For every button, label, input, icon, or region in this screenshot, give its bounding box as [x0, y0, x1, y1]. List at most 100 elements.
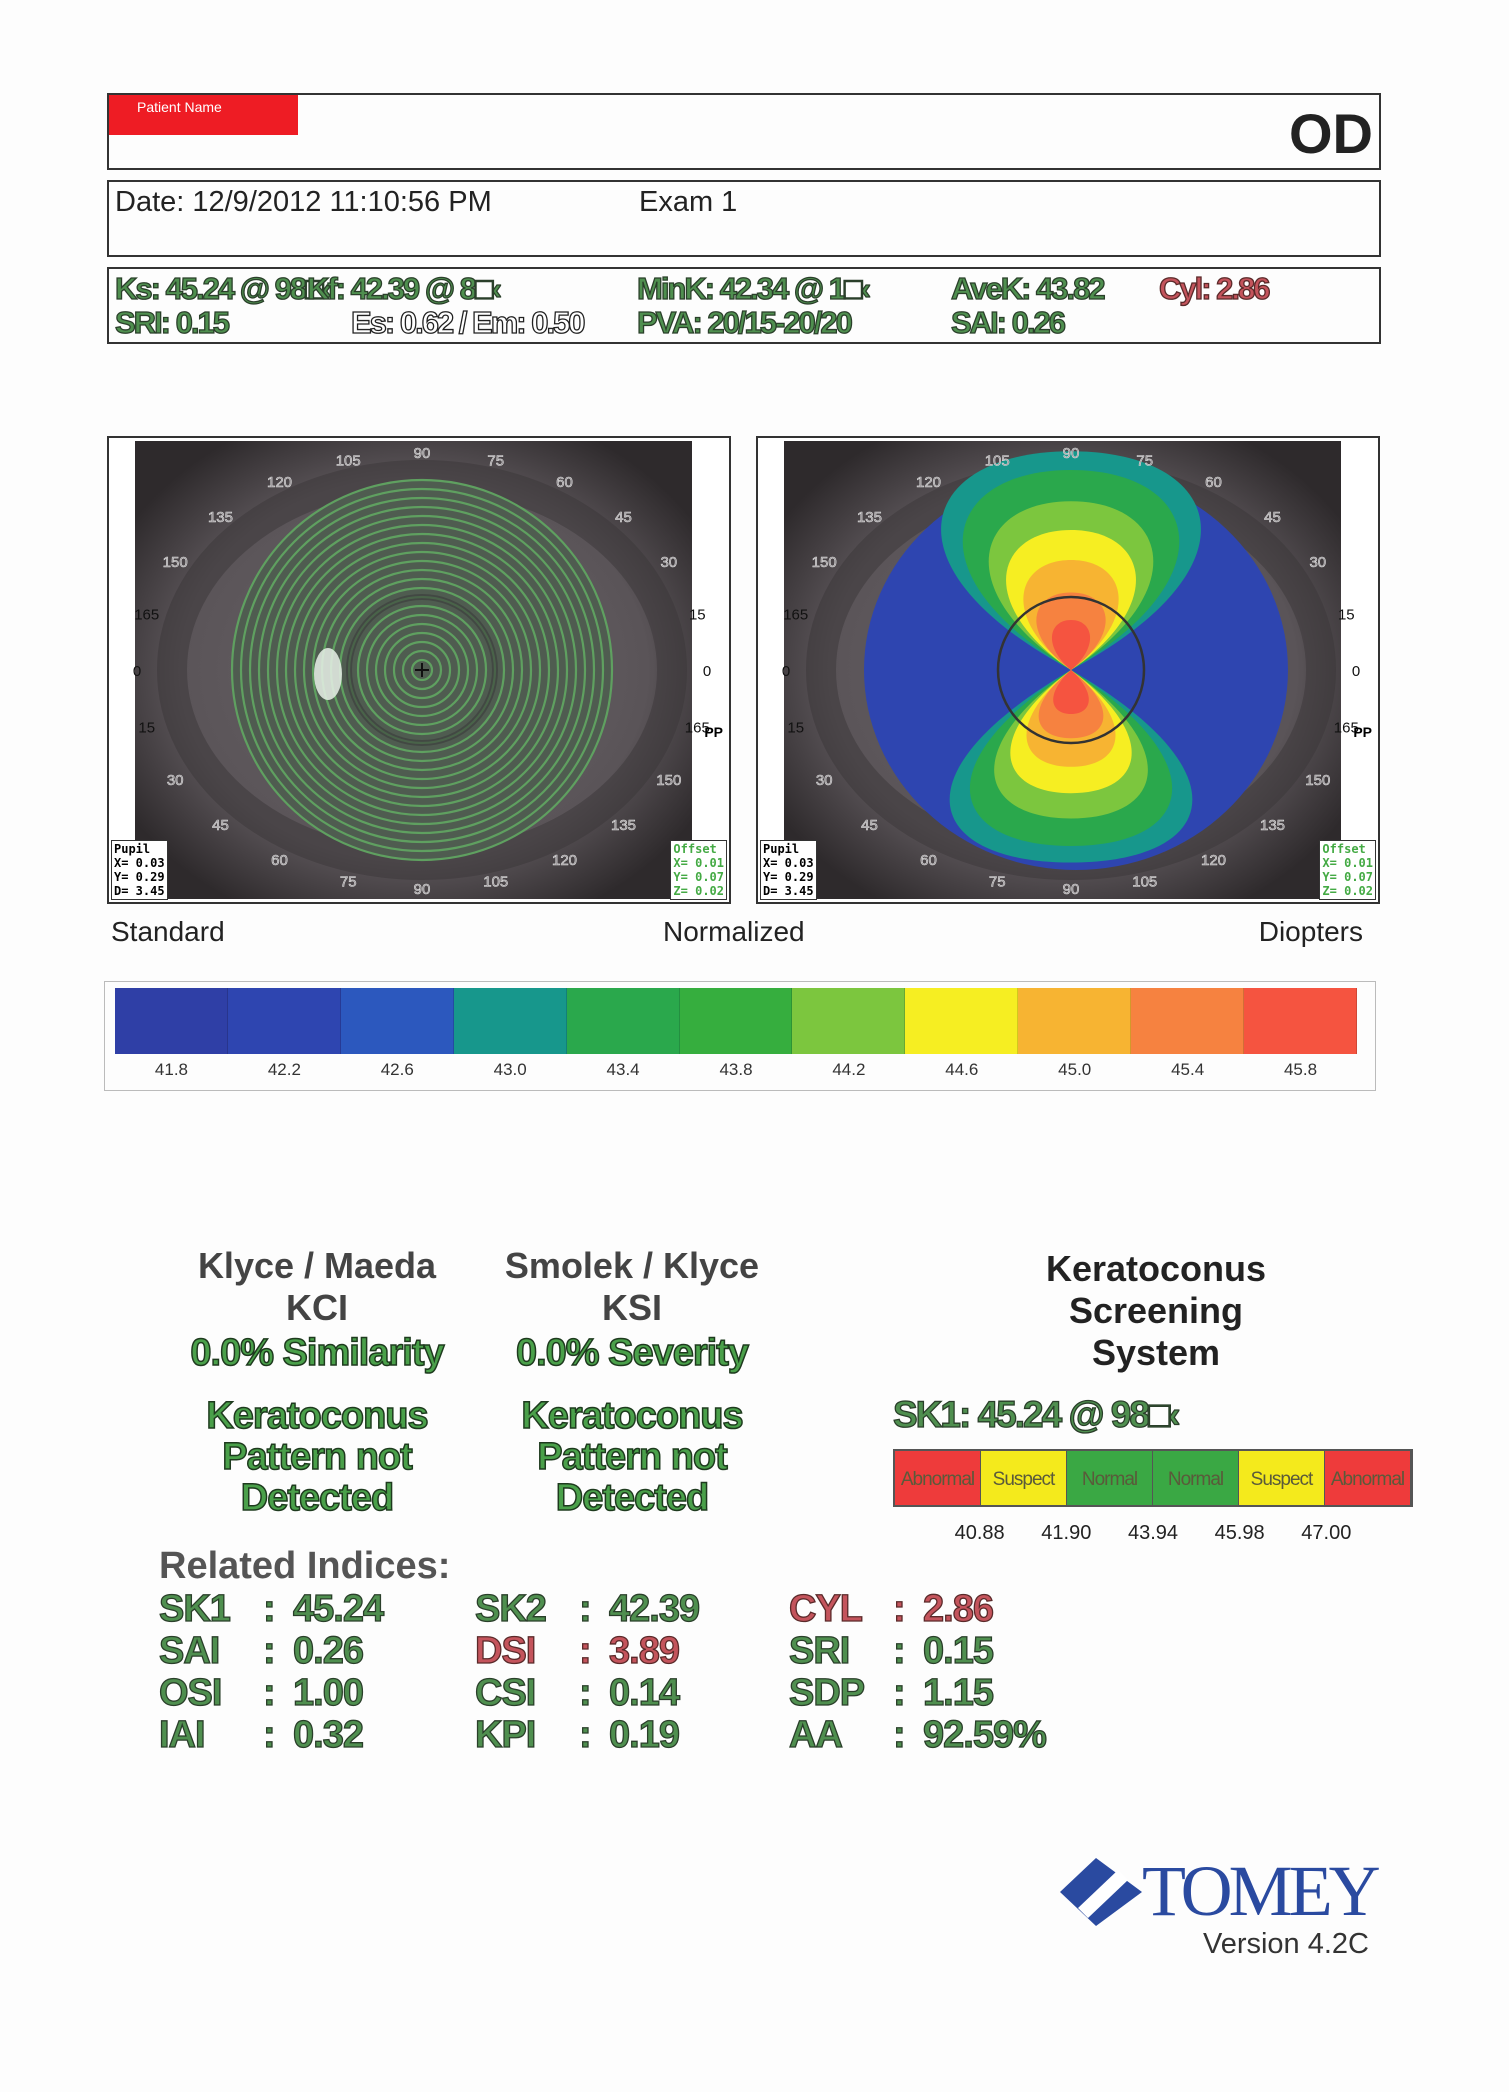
axis-degree-label: 120	[1201, 852, 1226, 869]
axis-degree-label: 15	[1338, 607, 1355, 624]
axis-degree-label: 60	[920, 852, 937, 869]
version-label: Version 4.2C	[1202, 1928, 1369, 1960]
color-scale: 41.8 42.2 42.6 43.0 43.4 43.8 44.2 44.6 45.0 45.4…	[104, 981, 1376, 1091]
index-name-iai: IAI	[158, 1713, 206, 1756]
axis-degree-label: 45	[1264, 509, 1281, 526]
kss-title-line: Keratoconus	[1045, 1248, 1267, 1289]
axis-degree-label: 15	[138, 719, 155, 736]
ksi-title: Smolek / Klyce	[504, 1245, 760, 1286]
kss-scale-bar: Abnormal Suspect Normal Normal Suspect Abnorm…	[893, 1449, 1413, 1507]
standard-title: Standard	[111, 916, 225, 947]
index-colon: :	[262, 1671, 276, 1714]
color-scale-label: 43.8	[719, 1060, 753, 1079]
axis-degree-label: 45	[212, 817, 229, 834]
axis-degree-label: 75	[989, 874, 1006, 891]
exam-date: Date: 12/9/2012 11:10:56 PM	[115, 186, 492, 218]
index-value-osi: 1.00	[292, 1671, 364, 1714]
index-colon: :	[578, 1587, 592, 1630]
axis-degree-label: 30	[167, 772, 184, 789]
index-name-dsi: DSI	[474, 1629, 537, 1672]
axis-degree-label: 120	[552, 852, 577, 869]
index-name-osi: OSI	[158, 1671, 223, 1714]
color-swatch	[340, 988, 454, 1054]
es-em-value: Es: 0.62 / Em: 0.50	[350, 304, 586, 340]
index-name-csi: CSI	[474, 1671, 537, 1714]
exam-number: Exam 1	[639, 186, 738, 218]
axis-degree-label: 90	[1063, 881, 1080, 898]
ksi-pattern-line: Keratoconus	[521, 1395, 745, 1438]
axis-degree-label: 165	[783, 607, 808, 624]
pupil-d: D= 3.45	[763, 884, 814, 898]
index-colon: :	[578, 1629, 592, 1672]
cyl-value: Cyl: 2.86	[1158, 270, 1271, 306]
color-swatch	[227, 988, 341, 1054]
axis-degree-label: 15	[787, 719, 804, 736]
index-value-sk2: 42.39	[608, 1587, 700, 1630]
offset-y: Y= 0.07	[673, 870, 724, 884]
axis-degree-label: 15	[689, 607, 706, 624]
index-value-sai: 0.26	[292, 1629, 364, 1672]
color-swatch	[1244, 988, 1357, 1054]
patient-name-label: Patient Name	[109, 95, 298, 135]
index-colon: :	[892, 1713, 906, 1756]
index-value-dsi: 3.89	[608, 1629, 680, 1672]
pupil-d: D= 3.45	[114, 884, 165, 898]
index-colon: :	[892, 1671, 906, 1714]
kss-thresholds: 40.88 41.90 43.94 45.98 47.00	[893, 1522, 1413, 1548]
index-name-sai: SAI	[158, 1629, 221, 1672]
mink-value: MinK: 42.34 @ 1□‹	[636, 270, 871, 306]
exam-info: Date: 12/9/2012 11:10:56 PM Exam 1	[107, 180, 1381, 257]
index-value-sk1: 45.24	[292, 1587, 384, 1630]
axis-degree-label: 135	[208, 509, 233, 526]
axis-degree-label: 30	[816, 772, 833, 789]
color-swatch	[905, 988, 1019, 1054]
axis-degree-label: 120	[267, 474, 292, 491]
axis-degree-label: 60	[556, 474, 573, 491]
kss-threshold: 47.00	[1301, 1522, 1352, 1544]
kss-threshold: 40.88	[954, 1522, 1005, 1544]
axis-degree-label: 165	[685, 719, 710, 736]
diopter-map-panel[interactable]: 0 15 30 45 60 75 90 105 120 135 150 165 0 15 30 45 60 75 9…	[756, 436, 1380, 904]
axis-degree-label: 90	[1063, 445, 1080, 462]
normalized-title: Normalized	[663, 916, 805, 947]
index-colon: :	[262, 1629, 276, 1672]
pupil-x: X= 0.03	[114, 856, 165, 870]
color-scale-label: 44.2	[832, 1060, 866, 1079]
color-scale-label: 45.4	[1171, 1060, 1205, 1079]
ksi-result: 0.0% Severity	[515, 1332, 750, 1375]
avek-value: AveK: 43.82	[950, 270, 1106, 306]
offset-z: Z= 0.02	[1322, 884, 1373, 898]
offset-info: Offset X= 0.01 Y= 0.07 Z= 0.02	[670, 840, 727, 900]
index-name-sdp: SDP	[788, 1671, 865, 1714]
ksi-pattern-line: Pattern not	[536, 1436, 728, 1479]
offset-label: Offset	[1322, 842, 1366, 856]
pupil-x: X= 0.03	[763, 856, 814, 870]
standard-map-panel[interactable]: 0 15 30 45 60 75 90 105 120 135 150 165 0 15 30 45 60 75 9…	[107, 436, 731, 904]
offset-label: Offset	[673, 842, 717, 856]
axis-degree-label: 120	[916, 474, 941, 491]
index-value-kpi: 0.19	[608, 1713, 680, 1756]
kci-result: 0.0% Similarity	[190, 1332, 446, 1375]
color-swatch	[566, 988, 680, 1054]
offset-info: Offset X= 0.01 Y= 0.07 Z= 0.02	[1319, 840, 1376, 900]
pupil-info: Pupil X= 0.03 Y= 0.29 D= 3.45	[760, 840, 817, 900]
axis-degree-label: 135	[611, 817, 636, 834]
axis-degree-label: 0	[133, 663, 141, 680]
index-name-aa: AA	[788, 1713, 843, 1756]
axis-degree-label: 150	[163, 554, 188, 571]
placido-ring-image: 0 15 30 45 60 75 90 105 120 135 150 165 0 15 30 45 60 75 9…	[133, 441, 711, 899]
color-swatch	[1131, 988, 1245, 1054]
color-scale-label: 45.0	[1058, 1060, 1092, 1079]
eye-label: OD	[1289, 102, 1373, 165]
index-colon: :	[578, 1671, 592, 1714]
index-value-sri: 0.15	[922, 1629, 994, 1672]
kci-pattern-line: Keratoconus	[206, 1395, 430, 1438]
kci-subtitle: KCI	[286, 1287, 348, 1328]
color-swatch	[679, 988, 793, 1054]
pva-value: PVA: 20/15-20/20	[636, 304, 853, 340]
pupil-y: Y= 0.29	[114, 870, 165, 884]
kci-pattern-line: Detected	[240, 1477, 395, 1520]
axis-degree-label: 105	[985, 452, 1010, 469]
kss-band-normal: Normal	[1153, 1451, 1239, 1505]
